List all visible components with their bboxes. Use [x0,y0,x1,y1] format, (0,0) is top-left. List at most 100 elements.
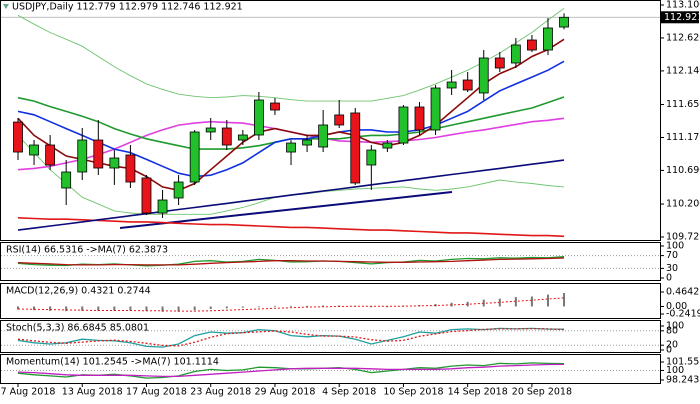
price-marker [661,11,699,24]
candle-body [543,27,553,51]
histogram-bar [514,297,517,307]
candle-body [446,81,457,89]
y-tick-label: 100 [666,365,684,376]
candle-body [366,149,377,166]
x-tick-label: 29 Aug 2018 [255,387,316,398]
y-tick-label: 110.200 [666,199,700,210]
candle-body [334,114,345,126]
candle-body [414,106,425,131]
candle-body [141,177,152,214]
y-tick-label: 80 [666,325,678,336]
y-tick-label: 30 [666,263,678,274]
momentum-title: Momentum(14) 101.2545 ->MA(7) 101.1114 [6,357,219,368]
y-tick-label: 0 [666,345,672,356]
indicator-line [17,297,565,312]
chart-title: USDJPY,Daily 112.779 112.979 112.746 112… [12,2,243,13]
x-tick-label: 14 Sep 2018 [448,387,508,398]
candle-body [494,57,505,69]
histogram-bar [530,296,533,307]
y-tick-label: 98.2438 [666,375,700,386]
y-tick-label: 101.5577 [666,357,700,368]
x-tick-label: 13 Aug 2018 [62,387,123,398]
histogram-bar [290,305,293,307]
y-tick-label: -0.2419 [666,309,700,320]
histogram-bar [129,306,132,311]
histogram-bar [563,293,566,307]
candle-body [318,124,329,148]
stoch-title: Stoch(5,3,3) 86.6845 85.0801 [6,323,149,334]
y-tick-label: 0 [666,273,672,284]
y-tick-label: 0.4642 [666,287,699,298]
y-tick-label: 0.00 [666,301,687,312]
x-tick-label: 17 Aug 2018 [126,387,187,398]
candle-body [527,39,537,51]
histogram-bar [546,294,549,307]
histogram-bar [370,306,373,308]
x-tick-label: 23 Aug 2018 [190,387,251,398]
rsi-panel [0,242,661,281]
macd-panel [0,283,661,319]
histogram-bar [338,305,341,307]
histogram-bar [161,306,164,312]
y-tick-label: 109.720 [666,232,700,243]
price-marker-label: 112.921 [664,12,700,23]
histogram-bar [17,306,19,310]
y-tick-label: 100 [666,321,684,332]
x-tick-label: 7 Aug 2018 [1,387,56,398]
histogram-bar [241,306,244,308]
x-tick-label: 10 Sep 2018 [383,387,443,398]
indicator-line [17,159,565,231]
y-tick-label: 112.140 [666,65,700,76]
histogram-bar [386,306,389,308]
candle-body [13,121,23,153]
trendline [119,191,453,229]
indicator-line [17,217,565,238]
histogram-bar [225,306,228,309]
candle-body [253,99,264,136]
candle-body [29,144,39,156]
x-tick-label: 4 Sep 2018 [322,387,376,398]
y-tick-label: 111.650 [666,99,700,110]
candle-body [45,144,56,166]
candle-body [559,16,569,28]
y-tick-label: 70 [666,250,678,261]
candle-body [237,134,248,141]
histogram-bar [97,306,100,311]
histogram-bar [257,306,260,308]
candle-body [189,131,200,183]
y-tick-label: 112.620 [666,32,700,43]
y-tick-label: 111.170 [666,132,700,143]
histogram-bar [209,306,212,309]
histogram-bar [322,305,325,307]
histogram-bar [65,306,68,312]
candle-body [173,181,184,199]
histogram-bar [177,306,180,312]
indicator-line [17,60,565,178]
candle-body [125,154,136,183]
y-tick-label: 100 [666,241,684,252]
candle-body [93,139,104,169]
histogram-bar [273,305,276,307]
candle-body [350,112,361,184]
macd-title: MACD(12,26,9) 0.4321 0.2744 [6,286,151,297]
candle-body [478,57,489,94]
candle-body [286,142,296,153]
candle-body [462,79,473,91]
candle-body [302,139,312,146]
histogram-bar [49,306,52,311]
histogram-bar [193,306,196,311]
indicator-line [17,257,565,266]
momentum-panel [0,354,661,384]
symbol-icon [3,4,9,9]
x-tick-label: 20 Sep 2018 [512,387,572,398]
histogram-bar [33,306,36,311]
candle-body [398,106,409,144]
candle-body [61,171,72,189]
main-panel [0,0,661,241]
histogram-bar [113,306,116,311]
candle-body [270,102,280,111]
candle-body [382,142,393,149]
